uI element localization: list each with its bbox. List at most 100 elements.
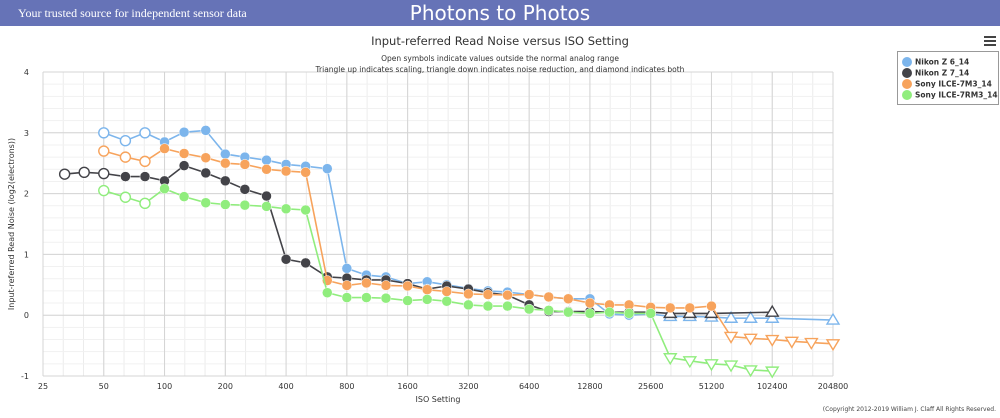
data-point: [178, 126, 190, 138]
legend-label: Sony ILCE-7M3_14: [915, 79, 992, 89]
data-point: [280, 165, 292, 177]
data-point: [98, 184, 110, 197]
y-tick-label: 3: [24, 129, 29, 138]
data-point: [543, 291, 554, 303]
data-point: [764, 334, 780, 347]
x-tick-label: 800: [339, 382, 354, 391]
data-point: [58, 168, 71, 180]
data-point: [98, 127, 110, 139]
data-point: [421, 294, 433, 305]
data-point: [764, 366, 780, 379]
chart-legend: Nikon Z 6_14 Nikon Z 7_14 Sony ILCE-7M3_…: [897, 51, 999, 105]
data-point: [261, 201, 272, 212]
data-point: [261, 154, 272, 166]
data-point: [220, 199, 231, 210]
legend-marker: [902, 79, 912, 89]
chart-subtitle: Triangle up indicates scaling, triangle …: [315, 65, 685, 74]
data-point: [139, 155, 151, 168]
x-tick-label: 100: [157, 382, 172, 391]
data-point: [78, 166, 90, 179]
data-point: [645, 308, 656, 319]
data-point: [220, 157, 231, 169]
data-point: [341, 263, 353, 274]
data-point: [300, 204, 311, 216]
copyright-notice: (Copyright 2012-2019 William J. Claff Al…: [822, 406, 996, 413]
legend-marker: [902, 68, 912, 78]
data-point: [523, 289, 535, 300]
data-point: [684, 302, 696, 314]
data-point: [322, 287, 333, 298]
data-point: [563, 293, 574, 305]
legend-item[interactable]: Nikon Z 6_14: [902, 57, 969, 69]
data-point: [502, 289, 513, 301]
data-point: [239, 199, 251, 211]
legend-marker: [902, 57, 912, 67]
data-point: [120, 171, 131, 182]
data-point: [421, 284, 433, 295]
legend-label: Sony ILCE-7RM3_14: [915, 90, 998, 100]
data-point: [178, 148, 190, 159]
data-point: [825, 339, 841, 352]
data-point: [563, 306, 574, 318]
data-point: [825, 312, 841, 325]
hamburger-menu-icon[interactable]: [984, 36, 996, 46]
x-tick-label: 6400: [519, 382, 539, 391]
data-point: [723, 310, 739, 323]
data-point: [361, 277, 372, 289]
data-point: [200, 197, 211, 208]
data-point: [665, 302, 676, 314]
data-point: [322, 163, 333, 174]
data-point: [119, 191, 132, 203]
legend-item[interactable]: Sony ILCE-7RM3_14: [902, 90, 998, 102]
x-tick-label: 3200: [458, 382, 478, 391]
data-point: [159, 183, 170, 194]
header-banner: Your trusted source for independent sens…: [0, 0, 1000, 26]
data-point: [441, 286, 452, 297]
data-point: [463, 288, 474, 300]
y-axis-title: Input-referred Read Noise (log2(electron…: [7, 138, 16, 310]
data-point: [300, 257, 311, 269]
y-tick-label: 4: [24, 68, 29, 77]
x-tick-label: 12800: [577, 382, 602, 391]
x-tick-label: 25600: [638, 382, 663, 391]
x-tick-label: 400: [278, 382, 293, 391]
data-point: [584, 297, 596, 309]
x-tick-label: 1600: [397, 382, 417, 391]
data-point: [764, 310, 780, 323]
data-point: [200, 167, 211, 179]
legend-item[interactable]: Nikon Z 7_14: [902, 68, 969, 80]
x-tick-label: 51200: [699, 382, 724, 391]
data-point: [98, 145, 110, 157]
y-tick-label: 0: [24, 311, 29, 320]
data-point: [220, 148, 231, 160]
data-point: [159, 143, 170, 154]
data-point: [239, 159, 251, 170]
x-tick-label: 25: [38, 382, 48, 391]
data-point: [482, 289, 494, 300]
data-point: [764, 304, 780, 317]
data-point: [280, 254, 292, 265]
data-point: [380, 292, 392, 304]
y-tick-label: -1: [21, 372, 29, 381]
data-point: [706, 300, 717, 312]
data-point: [463, 299, 474, 311]
legend-item[interactable]: Sony ILCE-7M3_14: [902, 79, 992, 91]
data-point: [139, 171, 151, 182]
data-point: [261, 164, 272, 175]
data-point: [119, 151, 132, 163]
site-tagline: Your trusted source for independent sens…: [18, 6, 247, 20]
data-point: [402, 280, 413, 292]
data-point: [682, 356, 698, 369]
x-tick-label: 200: [218, 382, 233, 391]
y-tick-label: 2: [24, 190, 29, 199]
data-point: [341, 292, 353, 303]
data-point: [482, 300, 494, 312]
site-title: Photons to Photos: [409, 1, 591, 25]
data-point: [380, 280, 392, 291]
data-point: [261, 190, 272, 202]
legend-marker: [902, 90, 912, 100]
data-point: [743, 333, 758, 346]
data-point: [502, 300, 513, 312]
data-point: [723, 331, 739, 344]
